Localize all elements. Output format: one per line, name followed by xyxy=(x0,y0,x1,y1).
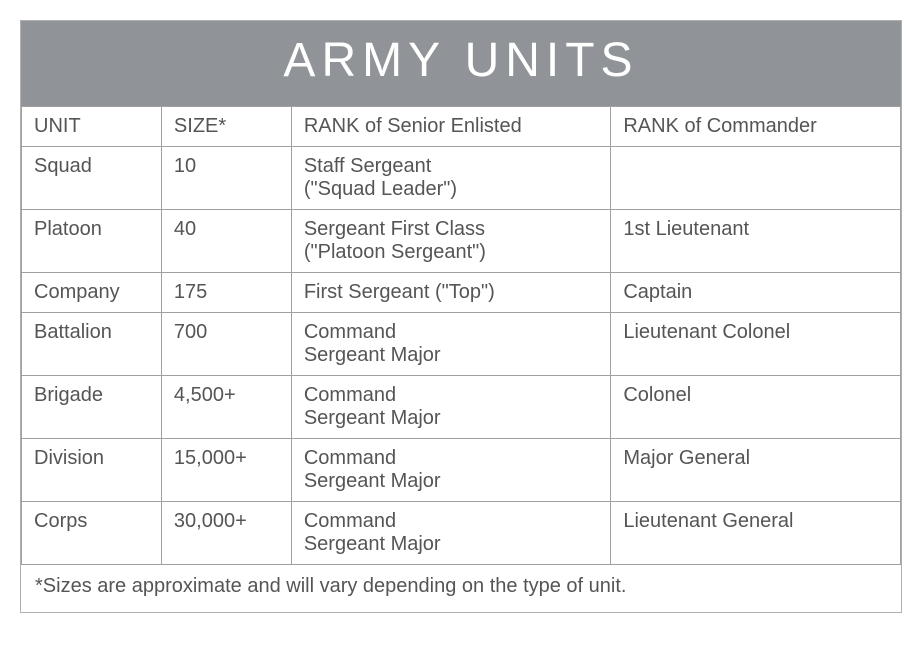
cell-size: 30,000+ xyxy=(161,502,291,565)
cell-unit: Platoon xyxy=(22,210,162,273)
cell-size: 10 xyxy=(161,147,291,210)
panel-title: ARMY UNITS xyxy=(21,21,901,106)
table-row: Platoon 40 Sergeant First Class("Platoon… xyxy=(22,210,901,273)
army-units-table: UNIT SIZE* RANK of Senior Enlisted RANK … xyxy=(21,106,901,565)
cell-enlisted: CommandSergeant Major xyxy=(291,313,611,376)
table-row: Company 175 First Sergeant ("Top") Capta… xyxy=(22,273,901,313)
cell-unit: Brigade xyxy=(22,376,162,439)
cell-commander xyxy=(611,147,901,210)
cell-unit: Division xyxy=(22,439,162,502)
cell-commander: Lieutenant Colonel xyxy=(611,313,901,376)
cell-unit: Battalion xyxy=(22,313,162,376)
cell-unit: Company xyxy=(22,273,162,313)
cell-unit: Squad xyxy=(22,147,162,210)
col-header-enlisted: RANK of Senior Enlisted xyxy=(291,107,611,147)
table-row: Battalion 700 CommandSergeant Major Lieu… xyxy=(22,313,901,376)
footnote: *Sizes are approximate and will vary dep… xyxy=(21,565,901,612)
cell-commander: Captain xyxy=(611,273,901,313)
cell-commander: Major General xyxy=(611,439,901,502)
cell-enlisted: CommandSergeant Major xyxy=(291,376,611,439)
cell-enlisted: CommandSergeant Major xyxy=(291,502,611,565)
cell-size: 40 xyxy=(161,210,291,273)
army-units-panel: ARMY UNITS UNIT SIZE* RANK of Senior Enl… xyxy=(20,20,902,613)
cell-commander: Colonel xyxy=(611,376,901,439)
col-header-commander: RANK of Commander xyxy=(611,107,901,147)
table-row: Division 15,000+ CommandSergeant Major M… xyxy=(22,439,901,502)
table-header-row: UNIT SIZE* RANK of Senior Enlisted RANK … xyxy=(22,107,901,147)
cell-enlisted: First Sergeant ("Top") xyxy=(291,273,611,313)
cell-commander: 1st Lieutenant xyxy=(611,210,901,273)
cell-size: 175 xyxy=(161,273,291,313)
table-row: Brigade 4,500+ CommandSergeant Major Col… xyxy=(22,376,901,439)
cell-unit: Corps xyxy=(22,502,162,565)
table-row: Squad 10 Staff Sergeant("Squad Leader") xyxy=(22,147,901,210)
col-header-size: SIZE* xyxy=(161,107,291,147)
cell-commander: Lieutenant General xyxy=(611,502,901,565)
cell-size: 4,500+ xyxy=(161,376,291,439)
cell-enlisted: Sergeant First Class("Platoon Sergeant") xyxy=(291,210,611,273)
cell-size: 15,000+ xyxy=(161,439,291,502)
cell-enlisted: Staff Sergeant("Squad Leader") xyxy=(291,147,611,210)
cell-size: 700 xyxy=(161,313,291,376)
table-row: Corps 30,000+ CommandSergeant Major Lieu… xyxy=(22,502,901,565)
cell-enlisted: CommandSergeant Major xyxy=(291,439,611,502)
col-header-unit: UNIT xyxy=(22,107,162,147)
